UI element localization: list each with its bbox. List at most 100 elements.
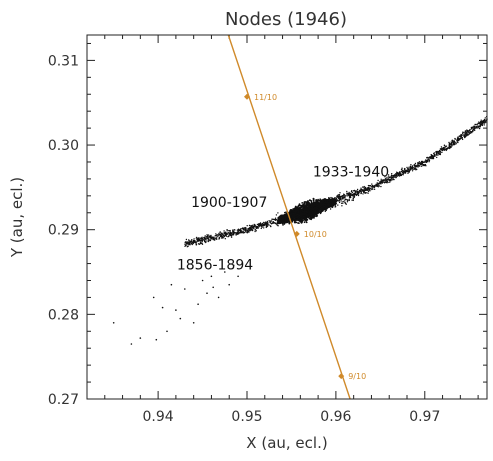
- data-point: [385, 179, 387, 182]
- data-point: [205, 237, 207, 240]
- data-point: [187, 241, 190, 243]
- data-point: [130, 343, 133, 345]
- data-point: [226, 232, 228, 234]
- data-point: [286, 217, 289, 219]
- data-point: [199, 239, 202, 242]
- data-point: [463, 131, 465, 134]
- data-point: [423, 161, 425, 163]
- data-point: [480, 122, 483, 124]
- data-point: [304, 212, 306, 215]
- data-point: [297, 208, 299, 210]
- data-point: [263, 227, 265, 229]
- data-point: [243, 229, 245, 231]
- data-point: [201, 236, 203, 238]
- data-point: [310, 218, 313, 221]
- data-point: [305, 210, 308, 213]
- data-point: [284, 220, 287, 222]
- data-point: [302, 208, 304, 210]
- data-point: [464, 133, 467, 135]
- data-point: [447, 147, 449, 149]
- data-point: [320, 202, 322, 205]
- data-point: [445, 145, 448, 147]
- data-point: [195, 244, 197, 246]
- data-point: [215, 235, 218, 237]
- data-point: [420, 160, 423, 163]
- data-point: [420, 162, 422, 164]
- data-point: [441, 147, 443, 150]
- y-tick-label: 0.31: [48, 53, 79, 69]
- data-point: [320, 208, 322, 211]
- data-point: [260, 225, 263, 227]
- data-point: [241, 227, 244, 229]
- data-point: [407, 167, 409, 170]
- data-point: [255, 230, 257, 232]
- data-point: [340, 200, 342, 202]
- data-point: [380, 180, 382, 183]
- data-point: [452, 142, 454, 144]
- data-point: [230, 232, 232, 234]
- data-point: [438, 149, 441, 152]
- data-point: [464, 136, 466, 138]
- data-point: [299, 208, 301, 211]
- data-point: [346, 190, 348, 193]
- data-point: [213, 237, 215, 239]
- data-point: [380, 185, 382, 188]
- data-point: [379, 182, 381, 184]
- data-point: [351, 199, 353, 201]
- data-point: [314, 206, 316, 209]
- data-point: [281, 218, 283, 220]
- data-point: [303, 218, 305, 220]
- data-point: [408, 166, 410, 168]
- data-point: [231, 235, 233, 237]
- data-point: [303, 208, 305, 210]
- data-point: [433, 153, 436, 156]
- data-point: [331, 203, 334, 205]
- data-point: [301, 215, 303, 218]
- data-point: [319, 200, 322, 203]
- data-point: [469, 128, 471, 131]
- data-point: [252, 227, 255, 229]
- data-point: [179, 317, 182, 320]
- data-point: [210, 236, 212, 238]
- data-point: [239, 231, 242, 234]
- data-point: [205, 239, 207, 241]
- data-point: [242, 231, 245, 233]
- data-point: [221, 237, 223, 239]
- data-point: [402, 174, 404, 176]
- data-point: [299, 213, 302, 215]
- data-point: [459, 135, 462, 137]
- data-point: [407, 172, 409, 174]
- data-point: [307, 210, 310, 212]
- data-point: [259, 222, 262, 224]
- data-point: [371, 184, 374, 187]
- data-point: [477, 122, 479, 125]
- data-point: [206, 234, 208, 236]
- period-annotation: 1933-1940: [313, 164, 389, 180]
- data-point: [242, 227, 245, 229]
- data-point: [410, 164, 412, 166]
- data-point: [467, 131, 470, 133]
- data-point: [274, 217, 277, 219]
- data-point: [190, 242, 193, 244]
- data-point: [323, 205, 326, 208]
- data-point: [317, 205, 320, 207]
- data-point: [212, 286, 214, 289]
- chart-title: Nodes (1946): [225, 9, 347, 30]
- data-point: [381, 182, 383, 184]
- data-point: [436, 156, 438, 159]
- data-point: [184, 243, 186, 245]
- data-point: [466, 134, 468, 136]
- data-point: [292, 219, 294, 221]
- data-point: [288, 220, 290, 222]
- data-point: [184, 288, 186, 290]
- data-point: [334, 204, 337, 206]
- data-point: [368, 187, 370, 189]
- data-point: [341, 198, 344, 200]
- date-marker-label: 9/10: [348, 372, 366, 381]
- data-point: [337, 194, 339, 196]
- data-point: [279, 215, 282, 217]
- y-tick-label: 0.29: [48, 223, 79, 239]
- data-point: [338, 199, 340, 201]
- data-point: [273, 218, 275, 221]
- data-point: [340, 198, 342, 201]
